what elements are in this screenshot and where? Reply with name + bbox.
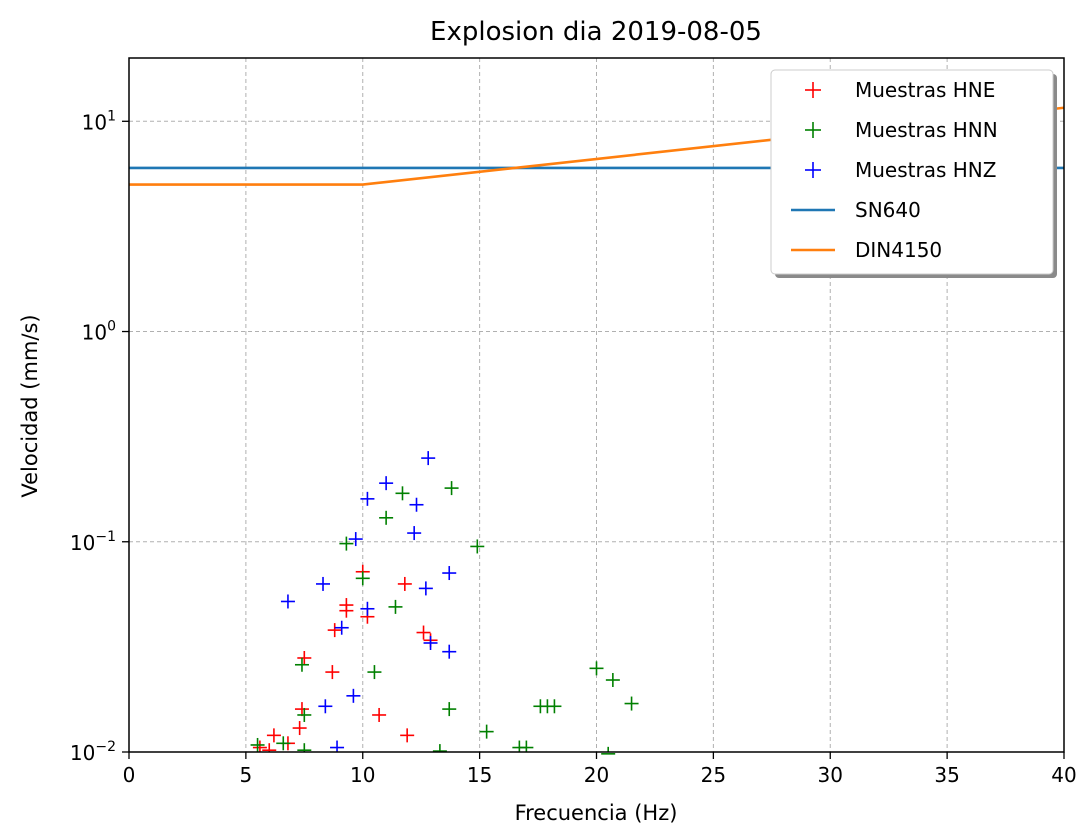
data-point-muestras-hnn — [297, 707, 312, 722]
data-point-muestras-hnn — [367, 665, 382, 680]
data-point-muestras-hnz — [360, 491, 375, 506]
legend-box — [770, 69, 1054, 275]
data-point-muestras-hnz — [280, 594, 295, 609]
legend-label: Muestras HNN — [855, 118, 998, 142]
data-point-muestras-hnz — [442, 566, 457, 581]
data-point-muestras-hne — [262, 743, 277, 752]
data-point-muestras-hnz — [334, 620, 349, 635]
y-tick-label: 10−2 — [70, 739, 116, 765]
x-tick-label: 30 — [818, 763, 843, 787]
legend-entry-muestras-hnz: Muestras HNZ — [805, 158, 996, 182]
data-point-muestras-hnn — [605, 673, 620, 688]
x-tick-label: 10 — [350, 763, 375, 787]
legend-label: Muestras HNZ — [855, 158, 996, 182]
data-point-muestras-hnn — [297, 743, 312, 752]
x-tick-label: 20 — [584, 763, 609, 787]
axis-ticks: 0 5 10 15 20 25 30 35 40 101 100 10−1 10−2 — [70, 108, 1077, 787]
x-tick-label: 35 — [934, 763, 959, 787]
data-point-muestras-hnn — [355, 571, 370, 586]
data-point-muestras-hne — [252, 740, 267, 752]
data-point-muestras-hnn — [470, 539, 485, 554]
chart-title: Explosion dia 2019-08-05 — [430, 17, 762, 47]
data-point-muestras-hnn — [519, 740, 534, 752]
data-point-muestras-hnn — [388, 599, 403, 614]
data-point-muestras-hne — [266, 728, 281, 743]
y-axis-label: Velocidad (mm/s) — [18, 314, 42, 497]
data-point-muestras-hnn — [276, 736, 291, 751]
data-point-muestras-hnn — [601, 746, 616, 755]
data-point-muestras-hnn — [395, 486, 410, 501]
data-point-muestras-hne — [292, 721, 307, 736]
data-point-muestras-hnn — [512, 740, 527, 752]
data-point-muestras-hnn — [250, 737, 265, 752]
data-point-muestras-hnz — [330, 740, 345, 752]
legend-entry-muestras-hnn: Muestras HNN — [805, 118, 998, 142]
data-point-muestras-hne — [327, 623, 342, 638]
x-tick-label: 40 — [1051, 763, 1076, 787]
data-point-muestras-hnn — [624, 696, 639, 711]
data-point-muestras-hnn — [444, 481, 459, 496]
data-point-muestras-hnz — [346, 688, 361, 703]
data-point-muestras-hnz — [421, 451, 436, 466]
data-point-muestras-hnn — [479, 724, 494, 739]
x-axis-label: Frecuencia (Hz) — [515, 801, 678, 825]
legend-label: SN640 — [855, 198, 921, 222]
data-point-muestras-hnn — [442, 702, 457, 717]
y-tick-label: 100 — [82, 319, 116, 345]
data-point-muestras-hnz — [379, 476, 394, 491]
x-tick-label: 25 — [701, 763, 726, 787]
data-point-muestras-hne — [416, 625, 431, 640]
legend-entry-din4150: DIN4150 — [791, 238, 942, 262]
x-tick-label: 5 — [240, 763, 253, 787]
y-tick-label: 10−1 — [70, 529, 116, 555]
data-point-muestras-hne — [294, 702, 309, 717]
legend-entry-muestras-hne: Muestras HNE — [805, 78, 995, 102]
data-point-muestras-hne — [397, 576, 412, 591]
data-point-muestras-hne — [339, 603, 354, 618]
legend-entry-sn640: SN640 — [791, 198, 921, 222]
data-point-muestras-hnz — [442, 644, 457, 659]
data-point-muestras-hnn — [547, 699, 562, 714]
data-point-muestras-hnz — [407, 526, 422, 541]
data-point-muestras-hnz — [348, 532, 363, 547]
data-point-muestras-hnn — [589, 661, 604, 676]
data-point-muestras-hnz — [360, 601, 375, 616]
x-tick-label: 0 — [123, 763, 136, 787]
x-tick-label: 15 — [467, 763, 492, 787]
data-point-muestras-hnz — [409, 497, 424, 512]
data-point-muestras-hnn — [339, 536, 354, 551]
data-point-muestras-hnz — [423, 635, 438, 650]
data-point-muestras-hne — [400, 728, 415, 743]
data-point-muestras-hne — [325, 665, 340, 680]
data-point-muestras-hnn — [432, 744, 447, 752]
legend-label: Muestras HNE — [855, 78, 995, 102]
y-tick-label: 101 — [82, 108, 116, 134]
data-point-muestras-hnz — [316, 576, 331, 591]
data-point-muestras-hnz — [318, 699, 333, 714]
data-point-muestras-hne — [297, 650, 312, 665]
data-point-muestras-hnn — [294, 657, 309, 672]
data-point-muestras-hnz — [418, 581, 433, 596]
data-point-muestras-hnn — [379, 510, 394, 525]
legend-label: DIN4150 — [855, 238, 942, 262]
data-point-muestras-hne — [372, 707, 387, 722]
legend: Muestras HNE Muestras HNN Muestras HNZ SN64… — [770, 69, 1057, 278]
